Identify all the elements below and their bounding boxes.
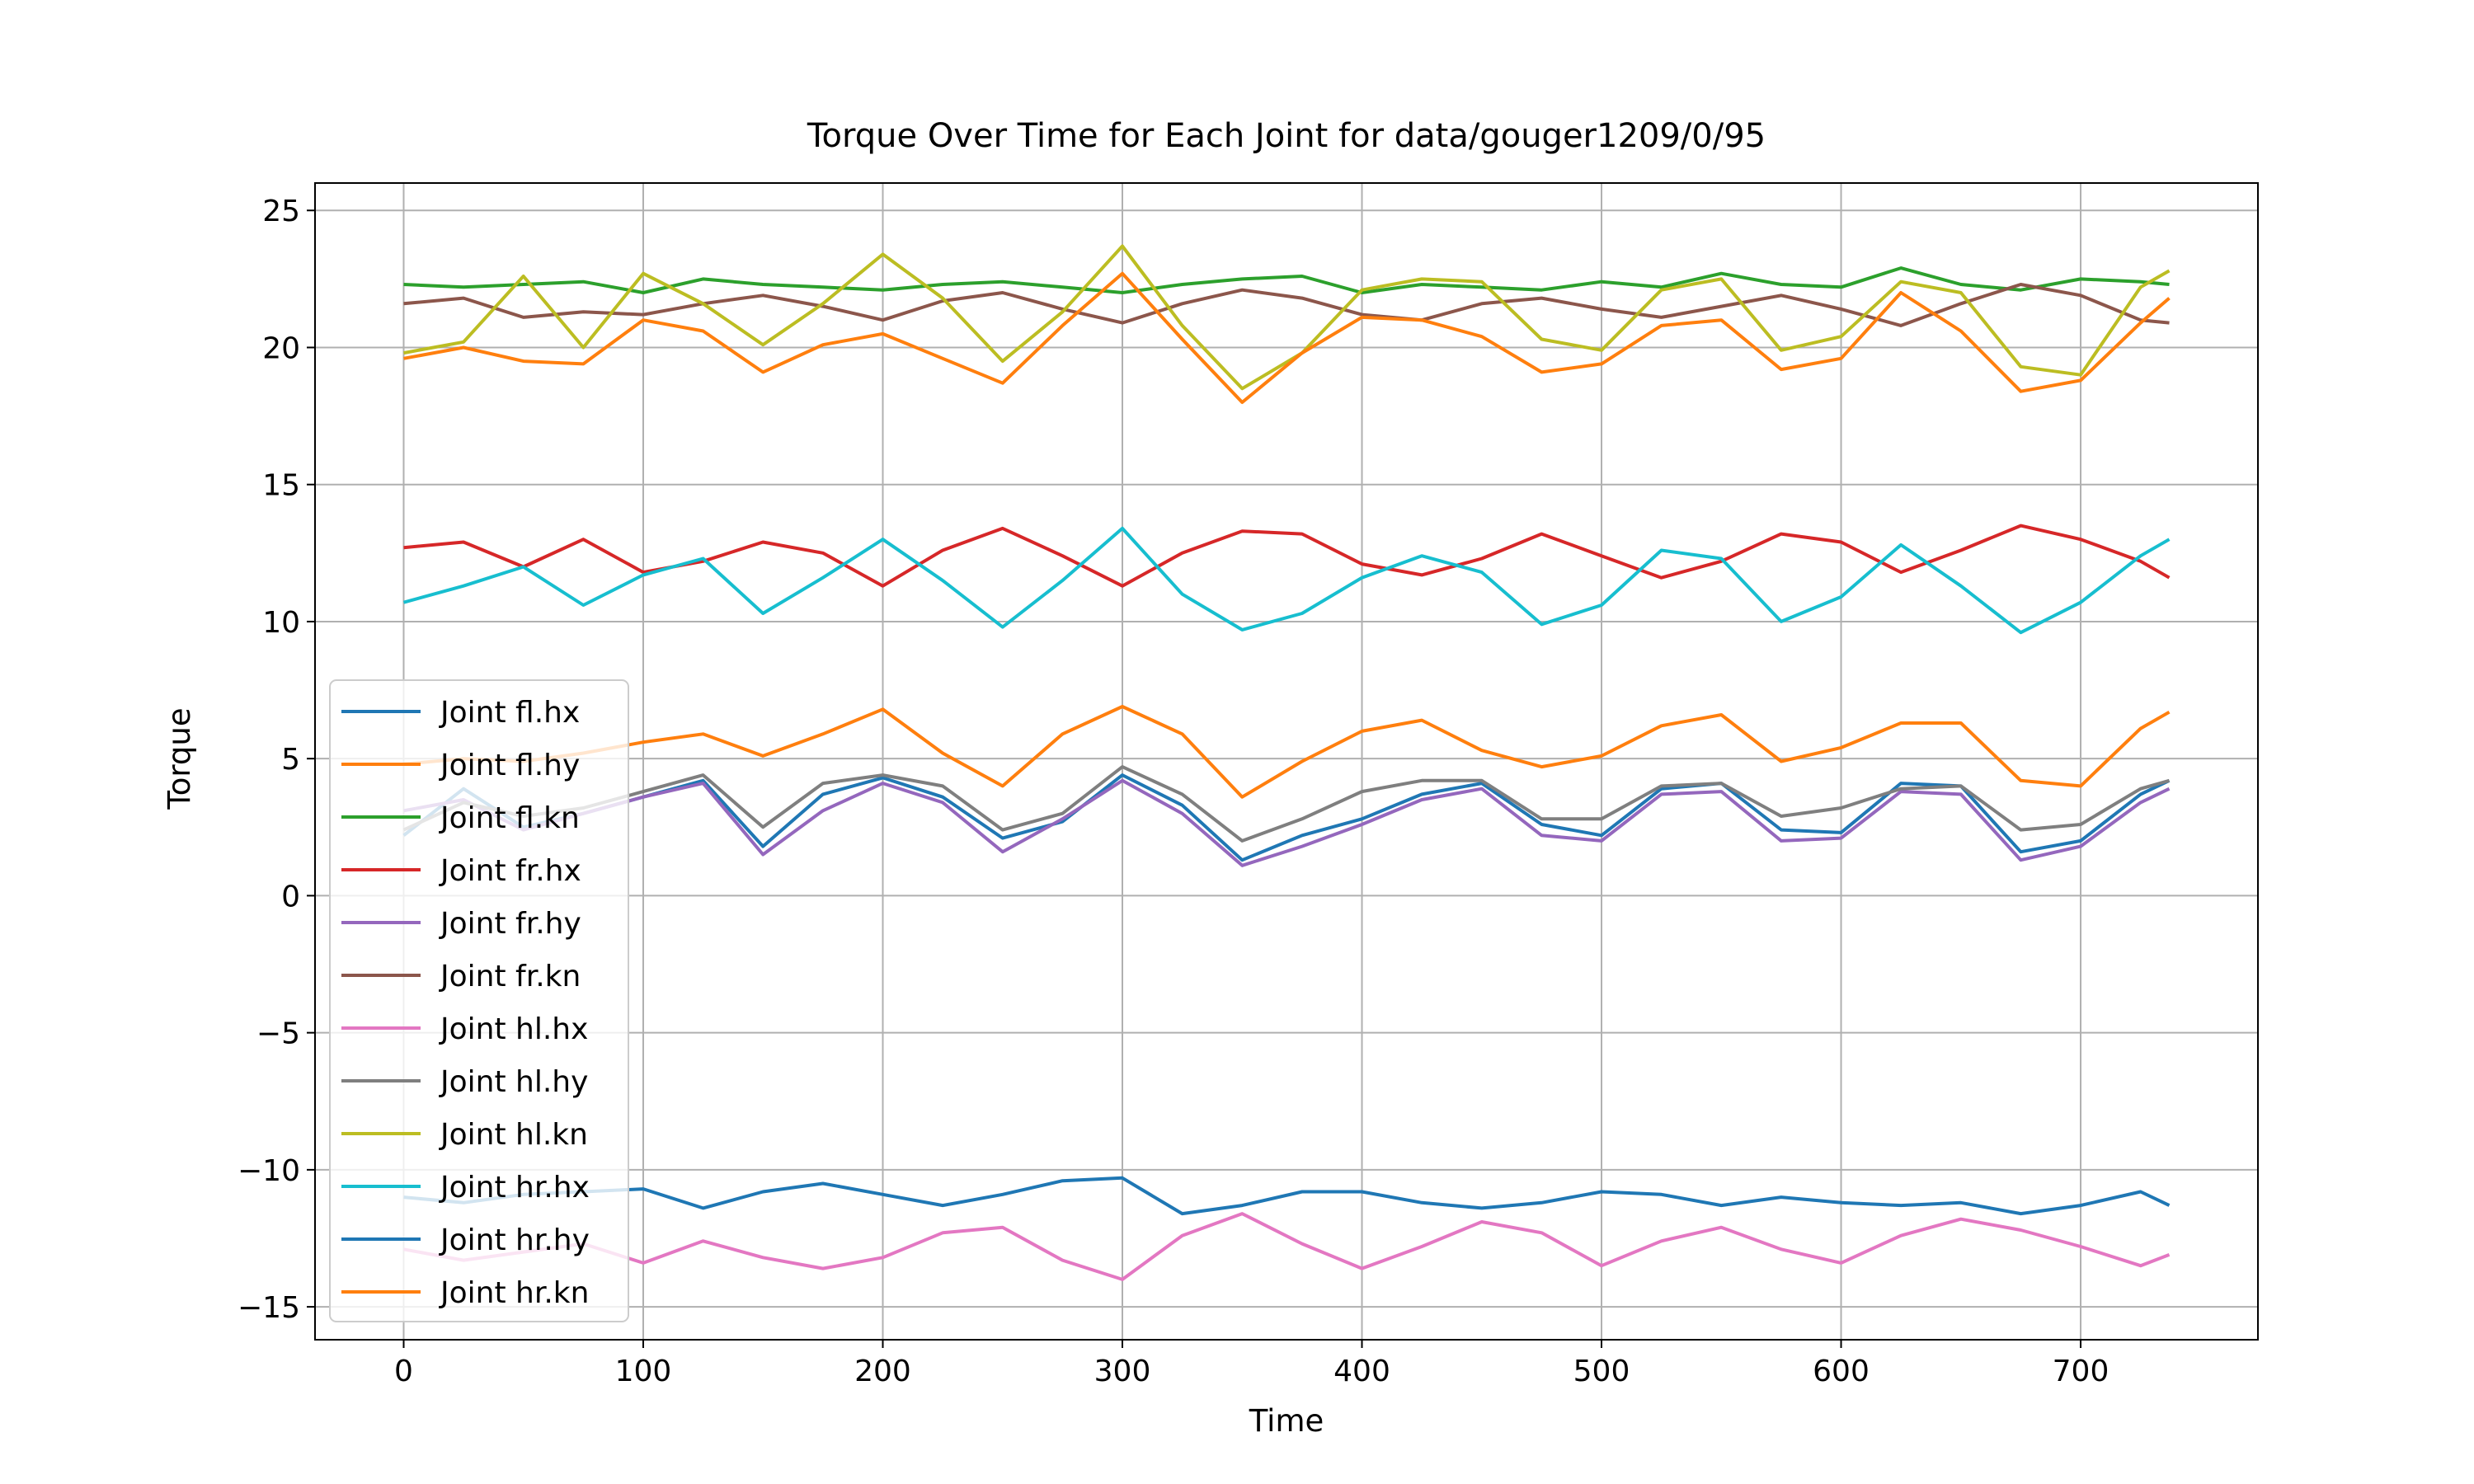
series-line-joint-fr-hx (403, 524, 2171, 588)
y-axis-ticks: −15 −10 −5 0 5 10 15 20 25 (238, 195, 315, 1325)
legend-label: Joint fr.hx (439, 854, 581, 888)
series-line-joint-hl-hy (402, 765, 2171, 843)
x-tick-label: 400 (1333, 1355, 1390, 1388)
y-tick-label: −15 (238, 1291, 300, 1325)
legend-label: Joint fl.kn (439, 801, 580, 835)
legend-label: Joint fr.kn (439, 960, 581, 993)
y-tick-label: 15 (262, 469, 300, 503)
series-line-joint-hl-hx (403, 1212, 2171, 1281)
series-line-joint-hr-hy (403, 1176, 2171, 1216)
series-lines (402, 244, 2171, 1281)
y-axis-label: Torque (162, 707, 197, 810)
legend-label: Joint hr.hy (439, 1223, 590, 1257)
legend-label: Joint hr.hx (439, 1171, 590, 1205)
legend: Joint fl.hx Joint fl.hy Joint fl.kn Joint f… (329, 679, 629, 1322)
legend-label: Joint fl.hy (439, 749, 580, 782)
y-tick-label: 25 (262, 195, 300, 228)
legend-label: Joint fr.hy (439, 907, 581, 941)
plot-area-frame (314, 182, 2259, 1341)
y-tick-label: −5 (256, 1017, 300, 1051)
y-tick-label: −10 (238, 1154, 300, 1188)
legend-label: Joint hl.hy (439, 1065, 588, 1099)
series-line-joint-fl-hx (402, 773, 2171, 862)
series-line-joint-fr-hy (403, 778, 2171, 867)
x-axis-label: Time (1249, 1403, 1324, 1439)
x-tick-label: 500 (1573, 1355, 1630, 1388)
x-tick-label: 100 (615, 1355, 672, 1388)
x-tick-label: 700 (2053, 1355, 2109, 1388)
legend-label: Joint hl.kn (439, 1118, 588, 1152)
legend-label: Joint hr.kn (439, 1276, 589, 1310)
x-tick-label: 200 (854, 1355, 911, 1388)
chart-title: Torque Over Time for Each Joint for data… (807, 117, 1766, 155)
y-tick-label: 5 (281, 743, 300, 777)
series-line-joint-fl-hy (403, 705, 2171, 799)
series-line-joint-fl-kn (403, 266, 2170, 294)
legend-label: Joint hl.hx (439, 1012, 588, 1046)
x-tick-label: 600 (1813, 1355, 1870, 1388)
x-tick-label: 300 (1094, 1355, 1151, 1388)
x-tick-label: 0 (394, 1355, 413, 1388)
series-line-joint-hr-hx (402, 526, 2171, 635)
legend-box (329, 679, 629, 1322)
y-tick-label: 10 (262, 606, 300, 640)
x-axis-ticks: 0 100 200 300 400 500 600 700 (394, 1340, 2109, 1388)
series-line-joint-hr-kn (403, 271, 2171, 404)
y-tick-label: 20 (262, 331, 300, 365)
legend-label: Joint fl.hx (439, 696, 580, 730)
y-tick-label: 0 (281, 880, 300, 913)
